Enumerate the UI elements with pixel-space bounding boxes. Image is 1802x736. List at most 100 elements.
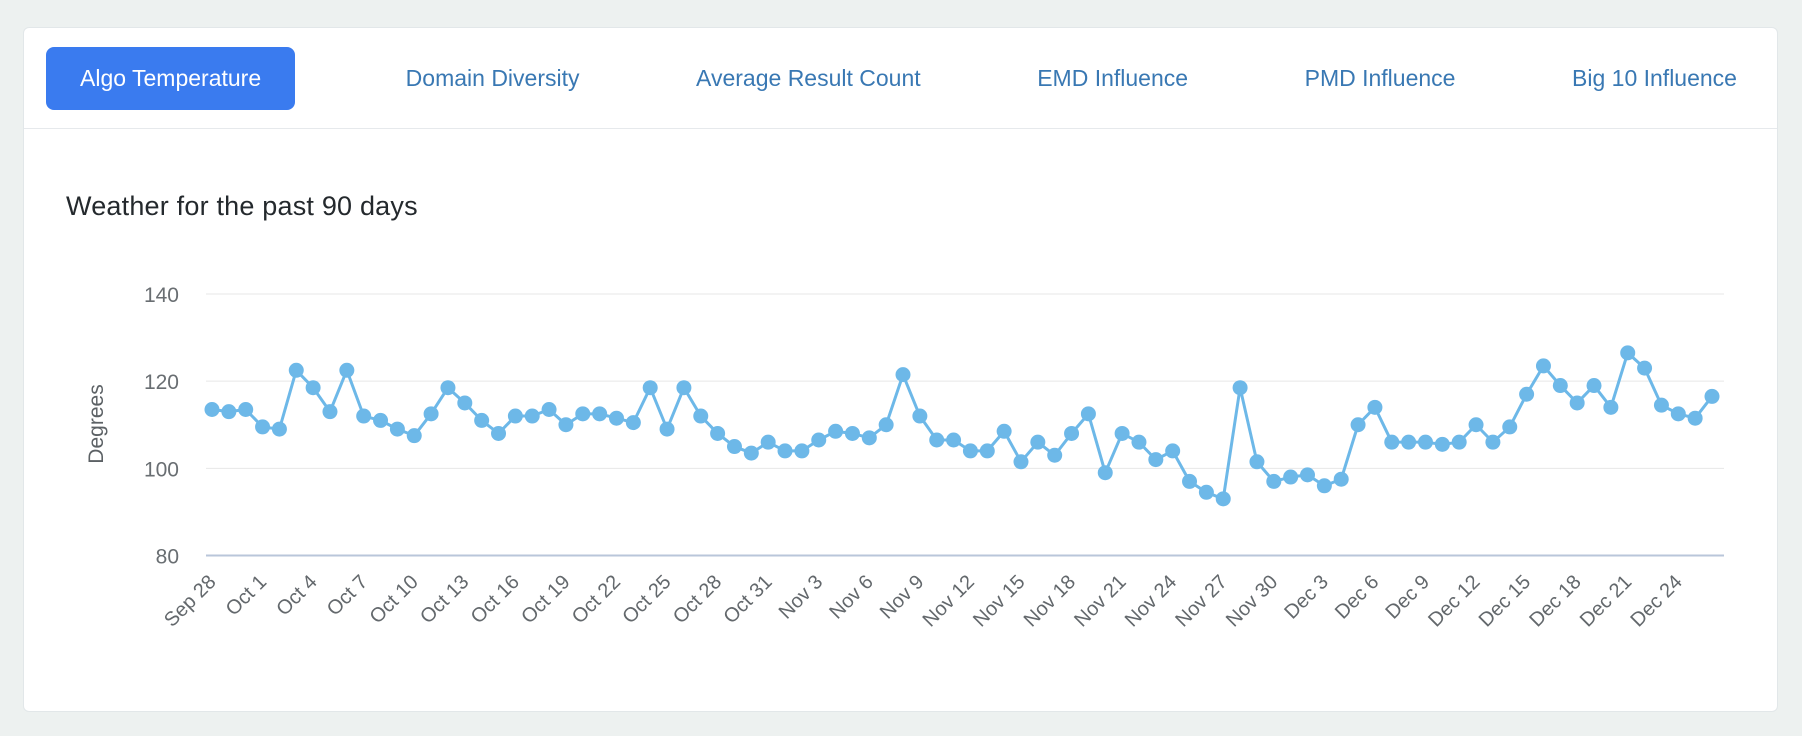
data-point — [1620, 345, 1636, 361]
data-point — [1687, 410, 1703, 426]
tab-big-10-influence[interactable]: Big 10 Influence — [1566, 55, 1743, 102]
data-point — [1080, 406, 1096, 422]
x-tick-label: Dec 21 — [1576, 571, 1636, 631]
data-point — [1653, 397, 1669, 413]
data-point — [760, 434, 776, 450]
data-point — [1283, 469, 1299, 485]
data-point — [1367, 399, 1383, 415]
x-tick-label: Oct 31 — [719, 571, 776, 628]
data-point — [1569, 395, 1585, 411]
data-point — [1451, 434, 1467, 450]
y-axis-label: Degrees — [85, 384, 108, 463]
data-point — [1417, 434, 1433, 450]
x-tick-label: Nov 24 — [1121, 571, 1181, 631]
data-point — [676, 380, 692, 396]
data-point — [288, 362, 304, 378]
x-tick-label: Dec 18 — [1525, 571, 1585, 631]
tab-average-result-count[interactable]: Average Result Count — [690, 55, 927, 102]
x-tick-label: Oct 13 — [416, 571, 473, 628]
data-point — [777, 443, 793, 459]
x-tick-label: Dec 24 — [1626, 571, 1686, 631]
data-point — [625, 415, 641, 431]
data-point — [996, 423, 1012, 439]
data-point — [255, 419, 271, 435]
data-point — [1670, 406, 1686, 422]
data-point — [693, 408, 709, 424]
data-point — [1013, 454, 1029, 470]
tab-pmd-influence[interactable]: PMD Influence — [1299, 55, 1462, 102]
data-point — [1232, 380, 1248, 396]
data-point — [1485, 434, 1501, 450]
data-point — [929, 432, 945, 448]
x-tick-label: Oct 25 — [618, 571, 675, 628]
data-point — [356, 408, 372, 424]
data-point — [1097, 465, 1113, 481]
data-point — [238, 401, 254, 417]
data-point — [743, 445, 759, 461]
x-tick-label: Oct 4 — [272, 571, 321, 620]
data-point — [710, 425, 726, 441]
data-point — [204, 401, 220, 417]
data-point — [423, 406, 439, 422]
data-point — [1030, 434, 1046, 450]
data-point — [406, 428, 422, 444]
data-point — [861, 430, 877, 446]
data-point — [221, 404, 237, 420]
data-point — [1704, 388, 1720, 404]
data-point — [1552, 378, 1568, 394]
data-point — [322, 404, 338, 420]
tab-domain-diversity[interactable]: Domain Diversity — [400, 55, 586, 102]
data-point — [1300, 467, 1316, 483]
data-point — [1215, 491, 1231, 507]
data-point — [1114, 425, 1130, 441]
x-tick-label: Nov 21 — [1070, 571, 1130, 631]
chart-title: Weather for the past 90 days — [66, 191, 418, 221]
data-point — [912, 408, 928, 424]
y-tick-label: 80 — [156, 546, 179, 569]
data-point — [878, 417, 894, 433]
y-tick-label: 140 — [144, 284, 179, 307]
x-tick-label: Oct 19 — [517, 571, 574, 628]
data-point — [1249, 454, 1265, 470]
data-point — [440, 380, 456, 396]
x-tick-label: Dec 3 — [1280, 571, 1333, 624]
x-tick-label: Nov 3 — [775, 571, 828, 624]
data-point — [1333, 471, 1349, 487]
x-tick-label: Oct 16 — [467, 571, 524, 628]
data-point — [1064, 425, 1080, 441]
data-point — [507, 408, 523, 424]
data-point — [794, 443, 810, 459]
data-point — [1603, 399, 1619, 415]
data-point — [1401, 434, 1417, 450]
data-point — [659, 421, 675, 437]
x-tick-label: Oct 22 — [568, 571, 625, 628]
x-tick-label: Nov 18 — [1020, 571, 1080, 631]
x-tick-label: Nov 27 — [1171, 571, 1231, 631]
data-point — [389, 421, 405, 437]
data-point — [828, 423, 844, 439]
data-point — [1165, 443, 1181, 459]
data-point — [1316, 478, 1332, 494]
x-tick-label: Oct 10 — [366, 571, 423, 628]
data-point — [946, 432, 962, 448]
data-point — [1586, 378, 1602, 394]
data-point — [474, 412, 490, 428]
dashboard-card: Algo Temperature Domain Diversity Averag… — [23, 27, 1778, 712]
x-tick-label: Nov 12 — [919, 571, 979, 631]
data-point — [1519, 386, 1535, 402]
tab-algo-temperature[interactable]: Algo Temperature — [46, 46, 296, 110]
data-point — [575, 406, 591, 422]
data-point — [1198, 484, 1214, 500]
data-point — [1468, 417, 1484, 433]
data-point — [1384, 434, 1400, 450]
x-tick-label: Nov 6 — [825, 571, 878, 624]
x-tick-label: Sep 28 — [160, 571, 220, 631]
x-tick-label: Oct 1 — [222, 571, 271, 620]
tab-emd-influence[interactable]: EMD Influence — [1031, 55, 1194, 102]
data-point — [1502, 419, 1518, 435]
data-point — [271, 421, 287, 437]
y-tick-label: 100 — [144, 458, 179, 481]
data-point — [1131, 434, 1147, 450]
data-point — [1434, 436, 1450, 452]
temperature-series-line — [210, 351, 1714, 501]
